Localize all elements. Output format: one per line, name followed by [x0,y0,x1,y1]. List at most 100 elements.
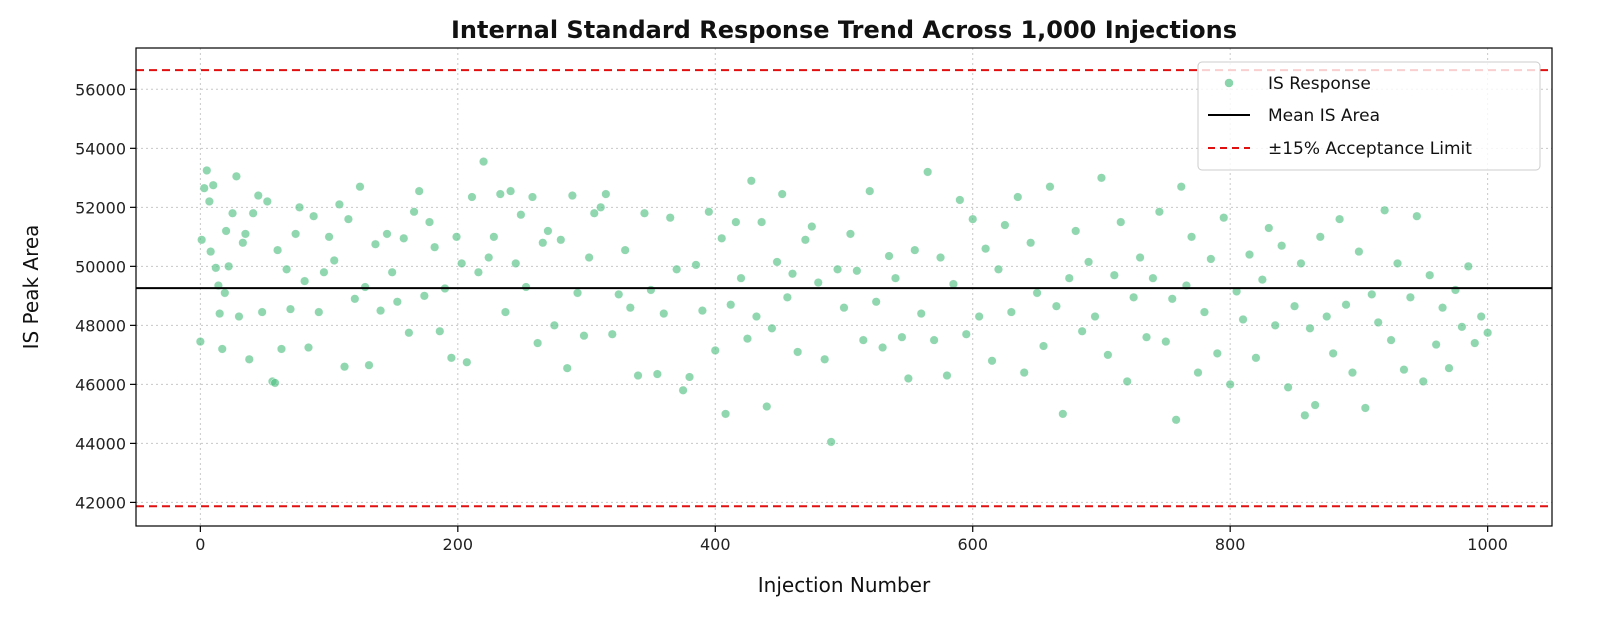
data-point [435,326,445,336]
data-point [691,260,701,270]
data-point [382,229,392,239]
legend-marker-is-response [1224,78,1234,88]
data-point [746,176,756,186]
data-point [968,214,978,224]
data-point [589,208,599,218]
data-point [234,312,244,322]
data-point [704,207,714,217]
data-point [833,264,843,274]
data-point [782,292,792,302]
data-point [1315,232,1325,242]
data-point [533,338,543,348]
y-tick-label: 44000 [75,434,126,453]
reference-lines-layer [136,69,1552,508]
data-point [484,252,494,262]
x-tick-label: 800 [1215,535,1246,554]
data-point [1064,273,1074,283]
data-point [285,304,295,314]
data-point [392,297,402,307]
data-point [202,165,212,175]
data-point [294,202,304,212]
data-point [1225,379,1235,389]
x-axis-title: Injection Number [758,573,931,597]
data-point [910,245,920,255]
data-point [788,269,798,279]
data-point [717,233,727,243]
data-point [215,309,225,319]
data-point [1425,270,1435,280]
data-point [467,192,477,202]
data-point [1116,217,1126,227]
data-point [1171,415,1181,425]
data-point [224,261,234,271]
data-point [1341,300,1351,310]
data-point [276,344,286,354]
data-point [221,226,231,236]
data-point [1463,261,1473,271]
data-point [1219,213,1229,223]
data-point [1122,376,1132,386]
data-point [1373,317,1383,327]
data-point [1019,368,1029,378]
data-point [452,232,462,242]
data-point [1305,323,1315,333]
data-point [1483,328,1493,338]
legend-label-limit: ±15% Acceptance Limit [1268,139,1472,159]
data-point [538,238,548,248]
data-point [601,189,611,199]
data-point [800,235,810,245]
data-point [228,208,238,218]
data-point [457,258,467,268]
data-point [1296,258,1306,268]
data-point [736,273,746,283]
data-point [685,372,695,382]
data-point [1187,232,1197,242]
data-point [238,238,248,248]
data-point [1051,301,1061,311]
data-point [1431,340,1441,350]
data-point [596,202,606,212]
data-point [890,273,900,283]
data-point [473,267,483,277]
legend-label-is-response: IS Response [1268,74,1371,94]
grid-layer [136,48,1552,526]
data-point [197,235,207,245]
data-point [1039,341,1049,351]
data-point [961,329,971,339]
data-point [614,289,624,299]
y-tick-label: 52000 [75,198,126,217]
data-point [793,347,803,357]
data-point [839,303,849,313]
data-point [211,263,221,273]
data-point [562,363,572,373]
data-point [633,371,643,381]
data-point [742,334,752,344]
data-point [1438,303,1448,313]
data-point [659,309,669,319]
x-tick-label: 400 [700,535,731,554]
data-point [858,335,868,345]
data-point [1347,368,1357,378]
y-axis-title: IS Peak Area [19,225,43,350]
x-tick-label: 600 [957,535,988,554]
data-point [1380,205,1390,215]
data-point [1167,294,1177,304]
data-point [506,186,516,196]
data-point [360,282,370,292]
data-point [273,245,283,255]
data-point [697,306,707,316]
data-point [1367,289,1377,299]
data-point [726,300,736,310]
data-point [1045,182,1055,192]
data-point [993,264,1003,274]
data-point [1444,363,1454,373]
data-point [1006,307,1016,317]
data-point [665,213,675,223]
data-point [495,189,505,199]
data-point [884,251,894,261]
data-point [343,214,353,224]
data-point [678,385,688,395]
data-point [204,196,214,206]
data-point [607,329,617,339]
data-point [852,266,862,276]
